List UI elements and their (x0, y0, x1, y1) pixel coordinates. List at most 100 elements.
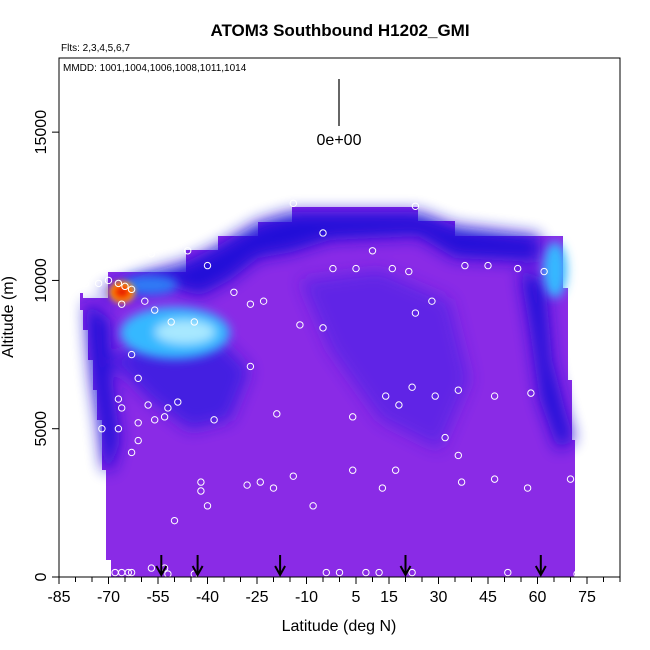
observation-point (127, 350, 136, 359)
observation-point (134, 436, 142, 445)
chart-title: ATOM3 Southbound H1202_GMI (210, 21, 469, 40)
observation-point (243, 481, 251, 489)
observation-point (197, 487, 205, 495)
observation-point (395, 401, 403, 409)
observation-point (210, 416, 218, 424)
observation-point (319, 229, 327, 237)
observation-point (362, 568, 370, 577)
x-axis: -85 -70 -55 -40 -25 -10 5 15 30 45 60 75 (47, 577, 621, 606)
observation-point (246, 362, 255, 371)
observation-point (408, 568, 416, 577)
observation-point (114, 279, 123, 288)
flight-arrow (191, 555, 204, 578)
observation-point (322, 568, 330, 577)
observation-point (527, 389, 535, 397)
observation-point (388, 264, 396, 273)
observation-point (151, 416, 159, 424)
observation-point (147, 564, 156, 572)
observation-point (114, 395, 123, 403)
x-tick-label: -10 (295, 589, 318, 606)
observation-point (230, 288, 238, 296)
flight-arrows (155, 555, 547, 578)
observation-point (203, 261, 212, 270)
heatmap-base-region (80, 207, 575, 577)
observation-point (335, 568, 344, 577)
observation-point (114, 425, 123, 433)
observation-point (454, 386, 462, 394)
observation-point (540, 267, 548, 276)
observation-point (167, 318, 175, 326)
observation-point (523, 484, 532, 492)
observation-point (269, 484, 278, 492)
observation-point (273, 410, 281, 418)
observation-point (349, 413, 357, 421)
y-tick-label: 10000 (33, 258, 50, 303)
observation-point (391, 466, 400, 474)
observation-point (104, 276, 113, 285)
observation-point (127, 448, 136, 457)
observation-point (441, 433, 449, 442)
heatmap-pale-patch-left (155, 320, 215, 344)
observation-point (127, 285, 136, 294)
heatmap-center-blue (300, 270, 470, 450)
flight-arrow (274, 555, 286, 578)
x-tick-label: -55 (146, 589, 169, 606)
heatmap-upper-blue-band (100, 212, 540, 300)
observation-point (246, 300, 255, 308)
y-tick-label: 15000 (33, 110, 50, 155)
x-tick-label: -70 (97, 589, 120, 606)
observation-point (566, 475, 575, 483)
heatmap-field (80, 207, 575, 577)
heatmap-hot-spot (108, 280, 136, 304)
observation-point (382, 392, 390, 400)
observation-point (428, 297, 436, 305)
observation-point (490, 475, 499, 483)
observation-point (375, 568, 383, 577)
observation-point (484, 261, 492, 270)
observation-point (118, 404, 126, 412)
x-tick-label: 30 (430, 589, 448, 606)
observation-point (296, 321, 304, 329)
observation-point (289, 199, 297, 208)
flights-note: Flts: 2,3,4,5,6,7 (61, 43, 130, 54)
observation-point (81, 279, 90, 288)
y-axis: 0 5000 10000 15000 (33, 110, 59, 581)
observation-point (368, 247, 377, 255)
observation-point (124, 568, 133, 577)
observation-point (144, 401, 152, 409)
observation-point (457, 478, 466, 486)
observation-point (514, 264, 522, 273)
observation-point (461, 261, 469, 270)
observation-point (121, 282, 129, 291)
observation-point (454, 451, 462, 460)
observation-point (147, 250, 156, 258)
heatmap-right-edge-blue (520, 270, 574, 450)
x-tick-label: -25 (245, 589, 268, 606)
x-tick-label: 60 (529, 589, 547, 606)
observation-point (151, 306, 159, 314)
observation-point (490, 392, 499, 400)
observation-point (309, 502, 317, 510)
observation-point (349, 466, 357, 474)
observation-point (563, 223, 571, 231)
observation-point (127, 568, 136, 577)
observation-point (98, 425, 106, 433)
observation-point (174, 398, 182, 406)
observation-point (329, 264, 337, 273)
scale-label: 0e+00 (317, 132, 362, 149)
observation-point (431, 392, 439, 400)
observation-point (134, 419, 142, 427)
observation-point (411, 309, 420, 317)
y-tick-label: 5000 (33, 411, 50, 447)
observation-point (352, 264, 360, 273)
observation-point (203, 502, 212, 510)
observation-point (256, 478, 264, 486)
dates-note: MMDD: 1001,1004,1006,1008,1011,1014 (63, 63, 247, 74)
y-axis-label: Altitude (m) (0, 276, 17, 358)
observation-point (319, 324, 327, 332)
heatmap-left-edge-blue (86, 300, 120, 470)
observation-point (68, 279, 76, 288)
flight-arrow (155, 555, 168, 578)
flight-arrow (534, 555, 547, 578)
